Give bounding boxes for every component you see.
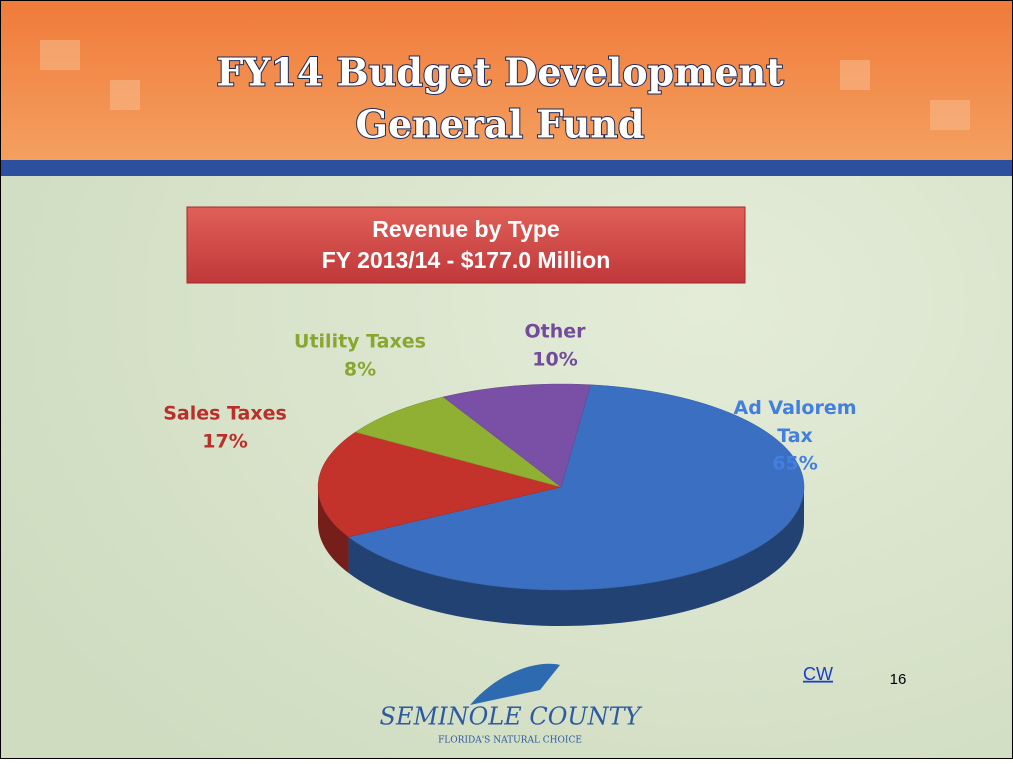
slice-label: Utility Taxes (294, 331, 426, 353)
value-label: 8% (344, 359, 376, 381)
value-label: 65% (772, 453, 817, 475)
logo-name: SEMINOLE COUNTY (380, 703, 643, 731)
slice-label: Other (524, 321, 586, 343)
link[interactable]: CW (803, 664, 833, 684)
value-label: 17% (202, 431, 247, 453)
chart-subtitle: FY 2013/14 - $177.0 Million (322, 247, 611, 273)
slide: FY14 Budget Development General Fund Rev… (0, 0, 1013, 759)
value-label: 10% (532, 349, 577, 371)
slide-title: General Fund (356, 102, 645, 147)
page-number: 16 (890, 671, 907, 688)
chart-title: Revenue by Type (372, 216, 559, 242)
slice-label: Sales Taxes (163, 403, 287, 425)
label-line: Ad Valorem (733, 397, 856, 419)
logo-tagline: FLORIDA'S NATURAL CHOICE (438, 736, 582, 746)
header-rule (0, 160, 1013, 176)
slide-title: FY14 Budget Development (216, 50, 784, 95)
label-line: Tax (777, 425, 813, 447)
